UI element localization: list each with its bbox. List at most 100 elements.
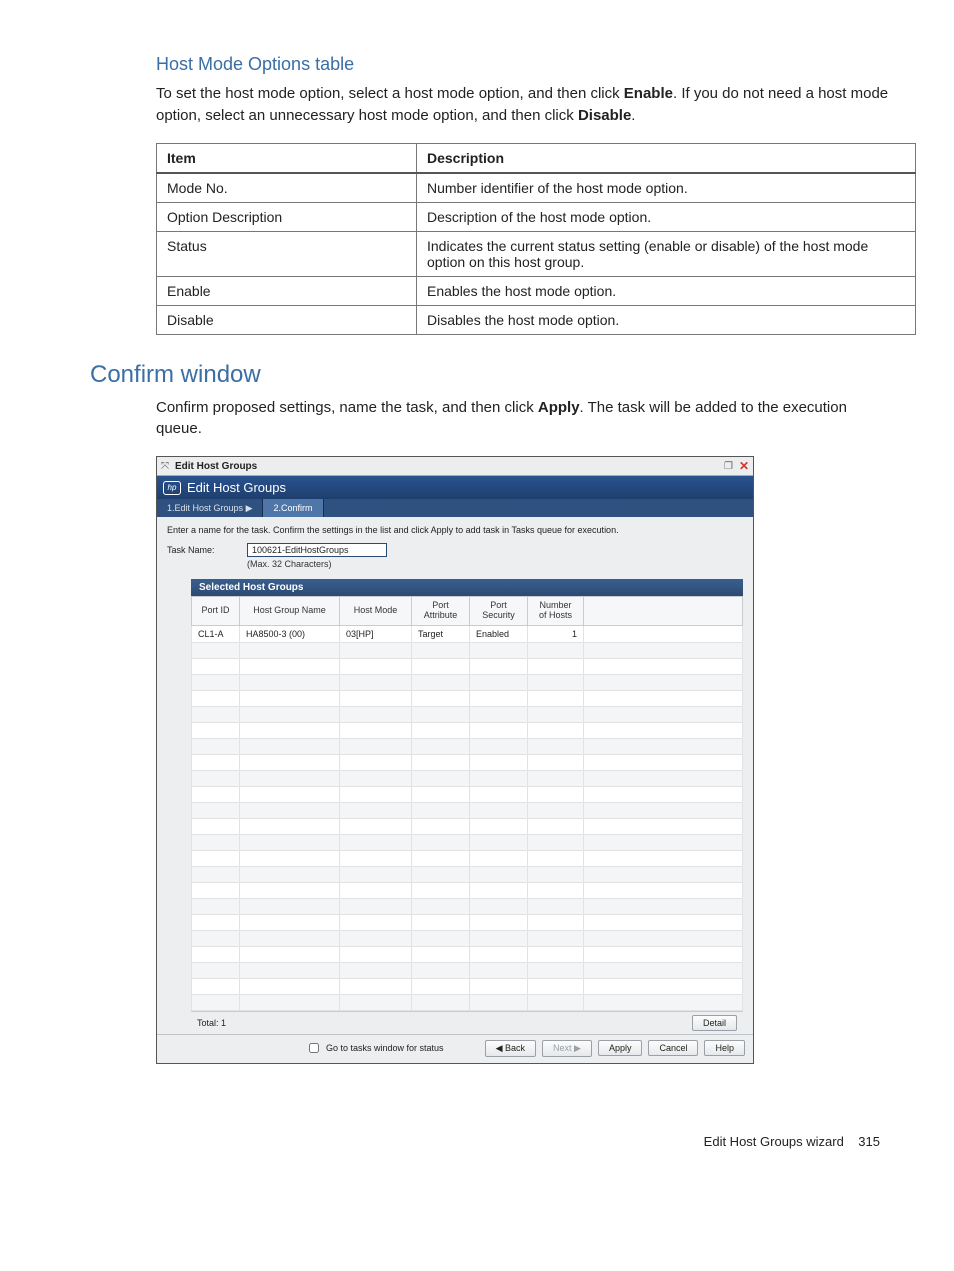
cell-desc: Description of the host mode option. bbox=[417, 202, 916, 231]
th-item: Item bbox=[157, 143, 417, 173]
col-port-attribute[interactable]: PortAttribute bbox=[412, 597, 470, 626]
table-row bbox=[192, 834, 743, 850]
dialog-button-bar: Go to tasks window for status ◀ Back Nex… bbox=[157, 1034, 753, 1063]
cell-desc: Enables the host mode option. bbox=[417, 276, 916, 305]
step-2[interactable]: 2.Confirm bbox=[263, 499, 323, 517]
table-row bbox=[192, 642, 743, 658]
table-row bbox=[192, 930, 743, 946]
cancel-button[interactable]: Cancel bbox=[648, 1040, 698, 1056]
disable-bold: Disable bbox=[578, 107, 631, 124]
enable-bold: Enable bbox=[624, 85, 673, 102]
taskname-input[interactable]: 100621-EditHostGroups bbox=[247, 543, 387, 557]
dialog-header: hp Edit Host Groups bbox=[157, 476, 753, 499]
table-row bbox=[192, 706, 743, 722]
apply-button[interactable]: Apply bbox=[598, 1040, 643, 1056]
checkbox-label: Go to tasks window for status bbox=[326, 1043, 444, 1053]
cell-item: Status bbox=[157, 231, 417, 276]
table-row bbox=[192, 786, 743, 802]
table-row bbox=[192, 866, 743, 882]
instruction-text: Enter a name for the task. Confirm the s… bbox=[167, 525, 743, 535]
restore-icon[interactable]: ❐ bbox=[724, 461, 733, 472]
table-row: Mode No.Number identifier of the host mo… bbox=[157, 173, 916, 203]
total-label: Total: 1 bbox=[197, 1018, 226, 1028]
cell-host-mode: 03[HP] bbox=[340, 625, 412, 642]
chevron-right-icon: ▶ bbox=[246, 503, 253, 514]
col-port-id[interactable]: Port ID bbox=[192, 597, 240, 626]
col-text: Port bbox=[490, 600, 507, 610]
close-icon[interactable]: ✕ bbox=[739, 459, 749, 473]
col-text: Number bbox=[539, 600, 571, 610]
col-text: of Hosts bbox=[539, 610, 572, 620]
step-1[interactable]: 1.Edit Host Groups ▶ bbox=[157, 499, 263, 517]
col-text: Security bbox=[482, 610, 515, 620]
cell-desc: Indicates the current status setting (en… bbox=[417, 231, 916, 276]
footer-text: Edit Host Groups wizard bbox=[704, 1134, 844, 1149]
table-row bbox=[192, 690, 743, 706]
table-row bbox=[192, 946, 743, 962]
table-row bbox=[192, 850, 743, 866]
confirm-window-heading: Confirm window bbox=[90, 361, 890, 389]
cell-item: Enable bbox=[157, 276, 417, 305]
table-row bbox=[192, 770, 743, 786]
para-text: To set the host mode option, select a ho… bbox=[156, 85, 624, 102]
table-row bbox=[192, 994, 743, 1010]
taskname-hint: (Max. 32 Characters) bbox=[247, 559, 743, 569]
table-row: DisableDisables the host mode option. bbox=[157, 305, 916, 334]
cell-host-group-name: HA8500-3 (00) bbox=[240, 625, 340, 642]
para-text: . bbox=[631, 107, 635, 124]
col-port-security[interactable]: PortSecurity bbox=[470, 597, 528, 626]
dialog-title: Edit Host Groups bbox=[175, 461, 257, 472]
table-row bbox=[192, 978, 743, 994]
table-row bbox=[192, 962, 743, 978]
table-row bbox=[192, 738, 743, 754]
col-host-mode[interactable]: Host Mode bbox=[340, 597, 412, 626]
host-mode-options-table: Item Description Mode No.Number identifi… bbox=[156, 143, 916, 335]
screenshot-dialog: ⤧ Edit Host Groups ❐ ✕ hp Edit Host Grou… bbox=[156, 456, 754, 1064]
cell-number-of-hosts: 1 bbox=[528, 625, 584, 642]
para-text: Confirm proposed settings, name the task… bbox=[156, 399, 538, 416]
pin-icon: ⤧ bbox=[161, 461, 169, 472]
next-button: Next ▶ bbox=[542, 1040, 592, 1057]
grid-footer: Total: 1 Detail bbox=[191, 1011, 743, 1034]
confirm-window-para: Confirm proposed settings, name the task… bbox=[156, 397, 890, 441]
table-row[interactable]: CL1-A HA8500-3 (00) 03[HP] Target Enable… bbox=[192, 625, 743, 642]
col-host-group-name[interactable]: Host Group Name bbox=[240, 597, 340, 626]
col-text: Attribute bbox=[424, 610, 458, 620]
go-to-tasks-checkbox[interactable]: Go to tasks window for status bbox=[305, 1040, 444, 1056]
wizard-steps: 1.Edit Host Groups ▶ 2.Confirm bbox=[157, 499, 753, 517]
table-row bbox=[192, 658, 743, 674]
table-row bbox=[192, 722, 743, 738]
hp-logo-icon: hp bbox=[163, 481, 181, 495]
checkbox-input[interactable] bbox=[309, 1043, 319, 1053]
selected-host-groups-table: Port ID Host Group Name Host Mode PortAt… bbox=[191, 596, 743, 1011]
cell-desc: Disables the host mode option. bbox=[417, 305, 916, 334]
cell-item: Mode No. bbox=[157, 173, 417, 203]
cell-item: Disable bbox=[157, 305, 417, 334]
header-title: Edit Host Groups bbox=[187, 480, 286, 495]
back-button[interactable]: ◀ Back bbox=[485, 1040, 536, 1057]
step-label: 1.Edit Host Groups bbox=[167, 503, 243, 513]
cell-port-attribute: Target bbox=[412, 625, 470, 642]
col-text: Port bbox=[432, 600, 449, 610]
grid-title: Selected Host Groups bbox=[191, 579, 743, 596]
dialog-titlebar: ⤧ Edit Host Groups ❐ ✕ bbox=[157, 457, 753, 476]
detail-button[interactable]: Detail bbox=[692, 1015, 737, 1031]
cell-spacer bbox=[584, 625, 743, 642]
help-button[interactable]: Help bbox=[704, 1040, 745, 1056]
page-footer: Edit Host Groups wizard 315 bbox=[64, 1134, 890, 1149]
apply-bold: Apply bbox=[538, 399, 580, 416]
table-row bbox=[192, 674, 743, 690]
host-mode-options-heading: Host Mode Options table bbox=[156, 54, 890, 75]
cell-port-id: CL1-A bbox=[192, 625, 240, 642]
host-mode-options-para: To set the host mode option, select a ho… bbox=[156, 83, 890, 127]
table-row bbox=[192, 802, 743, 818]
cell-port-security: Enabled bbox=[470, 625, 528, 642]
table-row bbox=[192, 754, 743, 770]
table-row bbox=[192, 818, 743, 834]
table-row bbox=[192, 882, 743, 898]
table-row bbox=[192, 898, 743, 914]
col-spacer bbox=[584, 597, 743, 626]
taskname-label: Task Name: bbox=[167, 545, 237, 555]
col-number-of-hosts[interactable]: Numberof Hosts bbox=[528, 597, 584, 626]
cell-desc: Number identifier of the host mode optio… bbox=[417, 173, 916, 203]
